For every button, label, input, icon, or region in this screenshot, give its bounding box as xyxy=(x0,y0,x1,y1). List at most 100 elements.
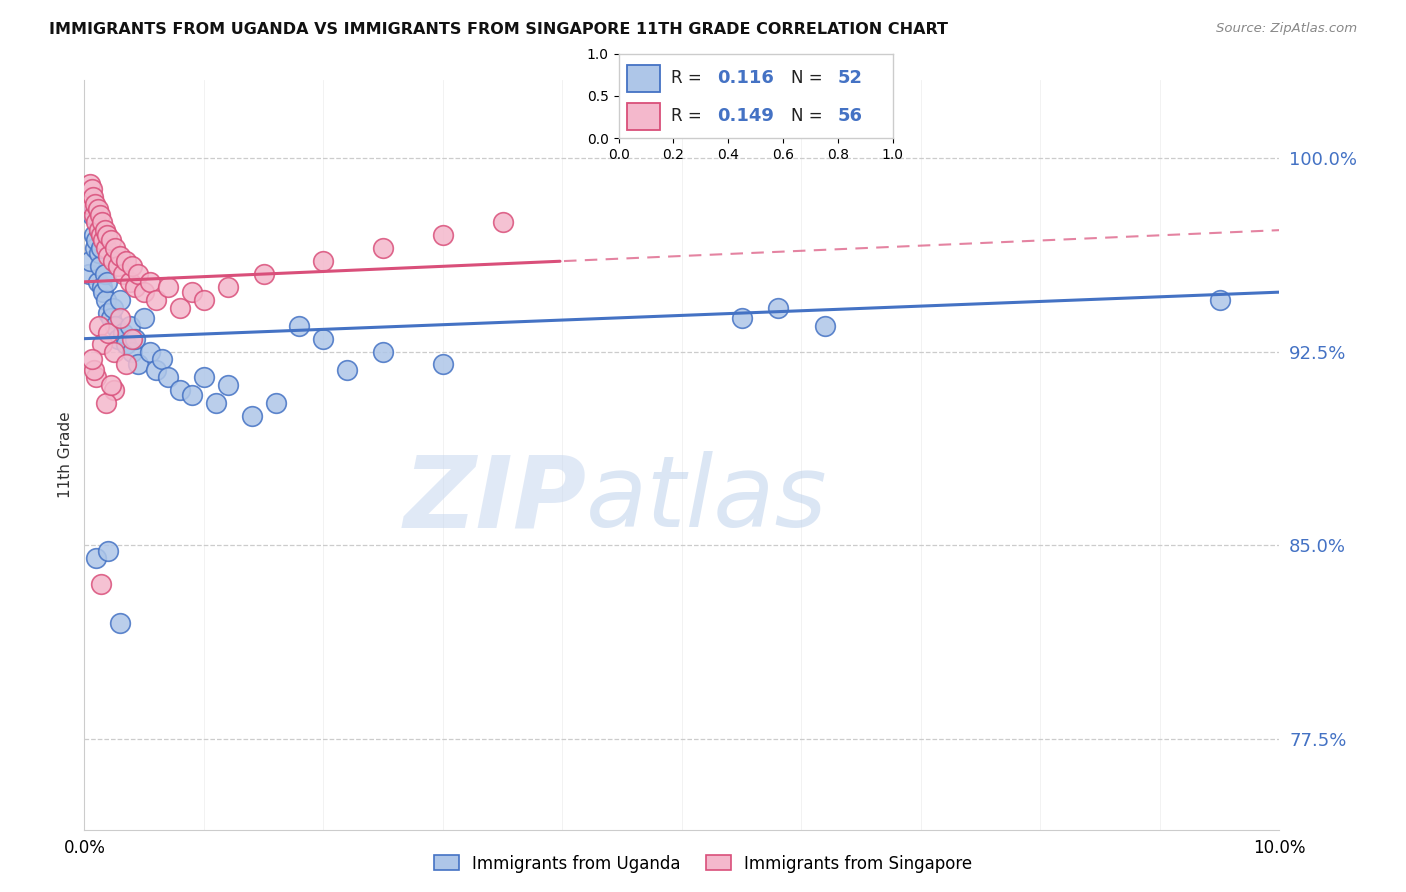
Point xyxy=(264,396,287,410)
Point xyxy=(110,615,132,630)
Point xyxy=(90,577,112,591)
Text: 0.149: 0.149 xyxy=(717,107,775,125)
Point xyxy=(93,267,115,281)
Text: Source: ZipAtlas.com: Source: ZipAtlas.com xyxy=(1216,22,1357,36)
Point xyxy=(83,362,105,376)
Point xyxy=(766,301,789,315)
Point xyxy=(94,241,117,255)
Point xyxy=(94,293,117,307)
Point xyxy=(115,358,138,372)
Point xyxy=(217,378,239,392)
Point xyxy=(84,241,107,255)
Point xyxy=(121,260,143,274)
Point xyxy=(107,332,129,346)
Point xyxy=(84,197,107,211)
Point xyxy=(90,241,112,255)
Point xyxy=(97,326,120,341)
Point xyxy=(110,293,132,307)
Point xyxy=(86,370,108,384)
Point xyxy=(731,310,754,325)
Point xyxy=(111,267,134,281)
Text: 56: 56 xyxy=(838,107,863,125)
Point xyxy=(96,275,118,289)
Point xyxy=(103,384,125,398)
FancyBboxPatch shape xyxy=(627,64,659,92)
Point xyxy=(104,241,127,255)
Point xyxy=(312,254,335,268)
Point xyxy=(139,344,162,359)
Point xyxy=(124,280,146,294)
Text: atlas: atlas xyxy=(586,451,828,549)
Point xyxy=(288,318,311,333)
Y-axis label: 11th Grade: 11th Grade xyxy=(58,411,73,499)
Text: 52: 52 xyxy=(838,69,863,87)
Point xyxy=(86,275,108,289)
Point xyxy=(79,177,101,191)
Point xyxy=(100,234,122,248)
Point xyxy=(107,260,129,274)
Point xyxy=(89,260,111,274)
Point xyxy=(91,215,114,229)
Point xyxy=(111,326,134,341)
Point xyxy=(80,208,103,222)
Point xyxy=(336,362,359,376)
Text: IMMIGRANTS FROM UGANDA VS IMMIGRANTS FROM SINGAPORE 11TH GRADE CORRELATION CHART: IMMIGRANTS FROM UGANDA VS IMMIGRANTS FRO… xyxy=(49,22,948,37)
Point xyxy=(93,285,115,300)
Point xyxy=(181,388,204,402)
Point xyxy=(253,267,276,281)
Point xyxy=(104,318,127,333)
Point xyxy=(145,293,167,307)
Point xyxy=(145,362,167,376)
Point xyxy=(240,409,263,424)
Text: ZIP: ZIP xyxy=(404,451,586,549)
Point xyxy=(169,384,191,398)
Point xyxy=(110,249,132,263)
Point xyxy=(83,228,105,243)
Point xyxy=(1209,293,1232,307)
Point xyxy=(101,301,124,315)
Point xyxy=(80,182,103,196)
Point xyxy=(118,275,141,289)
Point xyxy=(373,241,395,255)
Point xyxy=(87,318,110,333)
Point xyxy=(124,332,146,346)
Point xyxy=(205,396,228,410)
Point xyxy=(77,267,100,281)
Point xyxy=(157,280,180,294)
Point xyxy=(814,318,837,333)
Point xyxy=(100,378,122,392)
Point xyxy=(101,254,124,268)
Point xyxy=(82,189,104,203)
Point xyxy=(157,370,180,384)
Point xyxy=(86,202,108,217)
Point xyxy=(139,275,162,289)
Text: N =: N = xyxy=(792,107,828,125)
Text: R =: R = xyxy=(671,107,707,125)
Point xyxy=(193,370,215,384)
Point xyxy=(492,215,515,229)
Point xyxy=(115,336,138,351)
Point xyxy=(312,332,335,346)
Point xyxy=(91,280,114,294)
Point xyxy=(82,197,104,211)
Point xyxy=(77,197,100,211)
Point xyxy=(373,344,395,359)
Point xyxy=(93,223,115,237)
Point xyxy=(91,336,114,351)
Point xyxy=(86,551,108,566)
Point xyxy=(93,234,115,248)
Point xyxy=(103,344,125,359)
Point xyxy=(97,543,120,558)
Point xyxy=(94,396,117,410)
Point xyxy=(110,310,132,325)
Point xyxy=(432,228,454,243)
Point xyxy=(217,280,239,294)
Point xyxy=(132,285,156,300)
Point xyxy=(121,332,143,346)
Point xyxy=(121,344,143,359)
Point xyxy=(86,215,108,229)
Point xyxy=(79,254,101,268)
Point xyxy=(193,293,215,307)
Point xyxy=(83,208,105,222)
Point xyxy=(132,310,156,325)
